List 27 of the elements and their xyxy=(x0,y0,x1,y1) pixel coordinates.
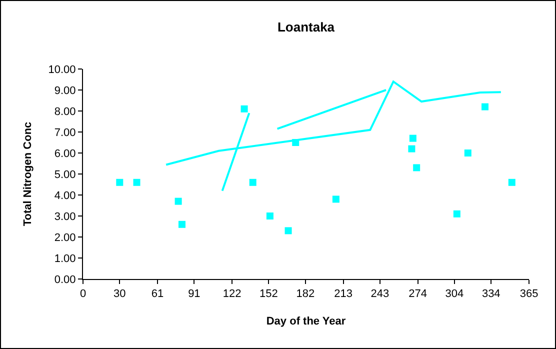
x-tick-label: 243 xyxy=(370,288,390,300)
y-tick-label: 7.00 xyxy=(54,126,76,139)
x-tick-label: 61 xyxy=(151,288,164,300)
x-tick-label: 365 xyxy=(520,288,538,300)
x-tick-label: 30 xyxy=(114,288,126,300)
y-tick-label: 6.00 xyxy=(54,148,76,160)
y-tick-label: 1.00 xyxy=(54,252,76,265)
x-tick-label: 0 xyxy=(80,288,86,300)
y-tick-label: 4.00 xyxy=(54,190,76,202)
x-tick-label: 152 xyxy=(260,288,278,300)
y-tick-label: 9.00 xyxy=(54,84,76,97)
x-tick-label: 304 xyxy=(445,288,464,300)
x-tick-label: 182 xyxy=(296,288,315,300)
x-axis-title: Day of the Year xyxy=(266,315,346,328)
y-tick-label: 0.00 xyxy=(54,274,76,286)
x-tick-label: 91 xyxy=(188,288,200,300)
y-tick-label: 5.00 xyxy=(54,168,76,181)
y-axis-title: Total Nitrogen Conc xyxy=(22,122,34,226)
y-tick-label: 10.00 xyxy=(48,64,76,76)
x-tick-label: 122 xyxy=(222,288,242,300)
y-tick-label: 2.00 xyxy=(54,232,76,244)
x-tick-label: 274 xyxy=(408,288,427,300)
chart-title: Loantaka xyxy=(277,20,336,35)
x-tick-label: 334 xyxy=(482,288,500,300)
y-tick-label: 8.00 xyxy=(54,106,76,118)
y-tick-label: 3.00 xyxy=(54,210,76,223)
x-tick-label: 213 xyxy=(334,288,352,300)
